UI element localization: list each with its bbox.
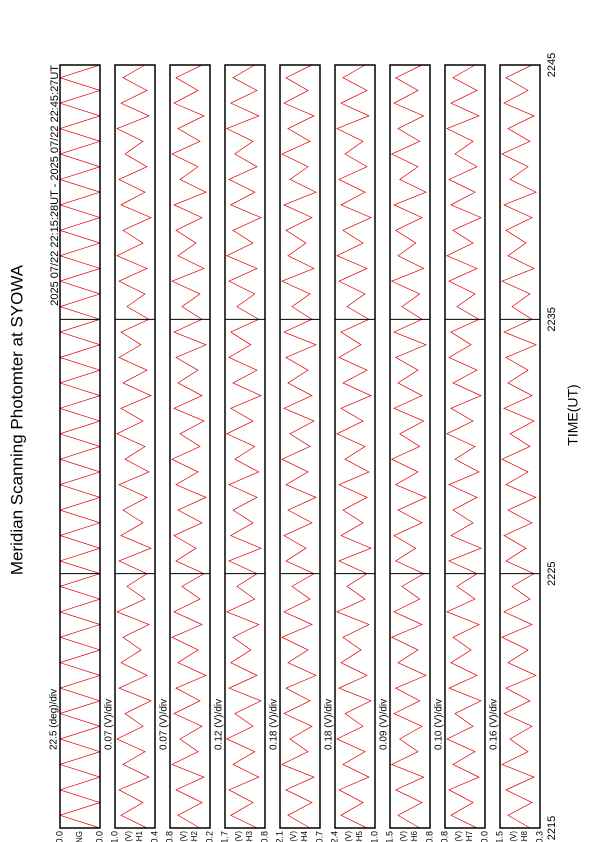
unit-label: (V) — [454, 831, 463, 842]
unit-label: (V) — [234, 831, 243, 842]
channel-label: CH4 — [300, 830, 309, 842]
y-tick-label: 0.4 — [149, 831, 159, 842]
scale-label: 0.07 (V)/div — [159, 699, 170, 750]
scale-label: 0.10 (V)/div — [434, 699, 445, 750]
unit-label: (V) — [509, 831, 518, 842]
x-tick-label: 2225 — [546, 561, 558, 585]
unit-label: (V) — [289, 831, 298, 842]
data-line — [390, 64, 427, 829]
y-tick-label: 2.4 — [329, 831, 339, 842]
scale-label: 0.16 (V)/div — [489, 699, 500, 750]
channel-label: ANG — [75, 831, 84, 842]
y-tick-label: 0.2 — [204, 831, 214, 842]
y-tick-label: 0.3 — [534, 831, 544, 842]
chart-title: Meridian Scanning Photomter at SYOWA — [7, 264, 26, 575]
time-range: 2025 07/22 22:15:28UT - 2025 07/22 22:45… — [49, 65, 61, 306]
x-tick-label: 2235 — [546, 307, 558, 331]
channel-label: CH2 — [190, 830, 199, 842]
y-tick-label: 1.7 — [219, 831, 229, 842]
channel-label: CH1 — [135, 830, 144, 842]
y-tick-label: 1.5 — [384, 831, 394, 842]
y-tick-label: 0.8 — [439, 831, 449, 842]
y-tick-label: 1.5 — [494, 831, 504, 842]
y-tick-label: 0.0 — [94, 831, 104, 842]
scale-label: 0.09 (V)/div — [379, 699, 390, 750]
scale-label: 0.18 (V)/div — [324, 699, 335, 750]
y-tick-label: 1.0 — [369, 831, 379, 842]
channel-label: CH5 — [355, 830, 364, 842]
data-line — [281, 64, 317, 829]
data-line — [336, 64, 372, 829]
y-tick-label: 0.7 — [314, 831, 324, 842]
y-tick-label: 0.8 — [259, 831, 269, 842]
data-line — [225, 64, 262, 829]
plot-area: Meridian Scanning Photomter at SYOWA 202… — [7, 53, 580, 842]
channel-label: CH7 — [465, 830, 474, 842]
data-line — [501, 64, 537, 829]
x-tick-label: 2215 — [546, 816, 558, 840]
scale-label: 0.07 (V)/div — [104, 699, 115, 750]
y-tick-label: 0.8 — [424, 831, 434, 842]
y-tick-label: 1.0 — [109, 831, 119, 842]
channel-label: CH8 — [520, 830, 529, 842]
y-tick-label: 2.1 — [274, 831, 284, 842]
scale-label: 0.12 (V)/div — [214, 699, 225, 750]
y-tick-label: -0.0 — [479, 831, 489, 842]
unit-label: (V) — [179, 831, 188, 842]
scale-label: 22.5 (deg)/div — [49, 689, 60, 750]
y-tick-label: 0.8 — [164, 831, 174, 842]
scale-label: 0.18 (V)/div — [269, 699, 280, 750]
x-tick-label: 2245 — [546, 53, 558, 77]
unit-label: (V) — [124, 831, 133, 842]
unit-label: (V) — [399, 831, 408, 842]
x-axis-label: TIME(UT) — [565, 384, 581, 445]
data-line — [446, 64, 482, 829]
channel-label: CH3 — [245, 830, 254, 842]
y-tick-label: 180.0 — [54, 831, 64, 842]
channel-label: CH6 — [410, 830, 419, 842]
data-line — [171, 64, 207, 829]
data-line — [116, 64, 152, 829]
unit-label: (V) — [344, 831, 353, 842]
